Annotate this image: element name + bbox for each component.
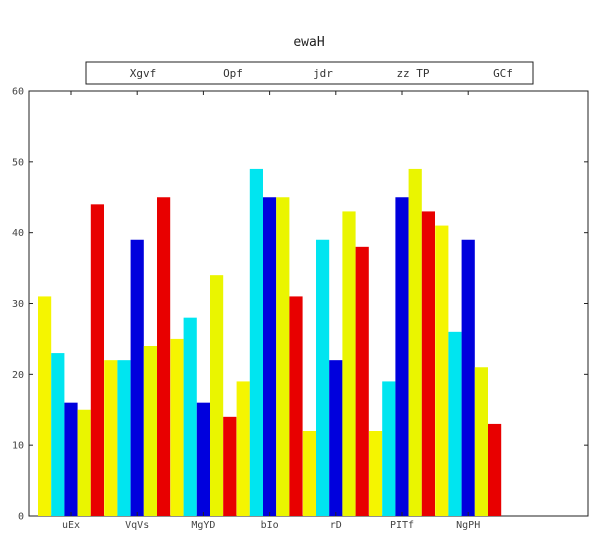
bar-rD-2 — [316, 239, 330, 516]
bar-MgYD-4 — [210, 275, 224, 516]
y-tick-label: 50 — [12, 157, 24, 168]
bar-PITf-2 — [382, 381, 396, 516]
bar-VqVs-5 — [157, 197, 171, 516]
x-axis: uEx VqVs MgYD bIo rD PITf NgPH — [62, 91, 480, 531]
y-tick-label: 0 — [18, 512, 24, 523]
bar-NgPH-3 — [461, 239, 475, 516]
bar-MgYD-1 — [170, 338, 184, 516]
y-tick-label: 40 — [12, 228, 24, 239]
bar-PITf-1 — [369, 431, 383, 516]
x-tick-label: rD — [330, 520, 342, 531]
bar-VqVs-1 — [104, 360, 118, 516]
legend-box — [85, 61, 534, 85]
bar-bIo-5 — [289, 296, 303, 516]
bar-NgPH-2 — [448, 331, 462, 516]
bar-NgPH-1 — [435, 225, 449, 517]
bar-MgYD-2 — [183, 317, 197, 516]
bar-rD-5 — [355, 246, 369, 517]
legend-label: zz TP — [396, 67, 429, 80]
bar-bIo-3 — [263, 197, 277, 516]
x-tick-label: uEx — [62, 520, 80, 531]
bar-uEx-3 — [64, 402, 78, 516]
x-tick-label: MgYD — [191, 520, 215, 531]
legend-label: GCf — [493, 67, 513, 80]
y-tick-label: 60 — [12, 87, 24, 98]
bar-VqVs-4 — [143, 346, 157, 516]
legend-label: jdr — [313, 67, 333, 80]
bar-uEx-1 — [38, 296, 52, 516]
bar-uEx-5 — [90, 204, 104, 517]
bar-VqVs-3 — [130, 239, 144, 516]
bar-NgPH-4 — [474, 367, 488, 516]
bar-PITf-3 — [395, 197, 409, 516]
x-tick-label: VqVs — [125, 520, 149, 531]
y-axis: 0 10 20 30 40 50 60 — [12, 87, 588, 523]
bar-rD-3 — [329, 360, 343, 516]
bar-bIo-1 — [236, 381, 250, 516]
bar-PITf-4 — [408, 168, 422, 516]
bar-MgYD-3 — [196, 402, 210, 516]
bar-rD-4 — [342, 211, 356, 516]
x-tick-label: PITf — [390, 520, 414, 531]
y-tick-label: 20 — [12, 370, 24, 381]
bar-uEx-4 — [77, 409, 91, 516]
legend-label: Opf — [223, 67, 243, 80]
bar-MgYD-5 — [223, 416, 237, 516]
x-tick-label: NgPH — [456, 520, 480, 531]
chart-title: ewaH — [293, 35, 324, 50]
bar-NgPH-5 — [488, 423, 502, 516]
bar-rD-1 — [302, 431, 316, 516]
bar-bIo-4 — [276, 197, 290, 516]
bars — [38, 168, 502, 517]
y-tick-label: 10 — [12, 441, 24, 452]
bar-PITf-5 — [421, 211, 435, 516]
bar-VqVs-2 — [117, 360, 131, 516]
y-tick-label: 30 — [12, 299, 24, 310]
bar-uEx-2 — [51, 353, 65, 516]
legend: Xgvf Opf jdr zz TP GCf — [85, 61, 534, 85]
x-tick-label: bIo — [261, 520, 279, 531]
legend-label: Xgvf — [130, 67, 157, 80]
bar-bIo-2 — [249, 168, 263, 516]
